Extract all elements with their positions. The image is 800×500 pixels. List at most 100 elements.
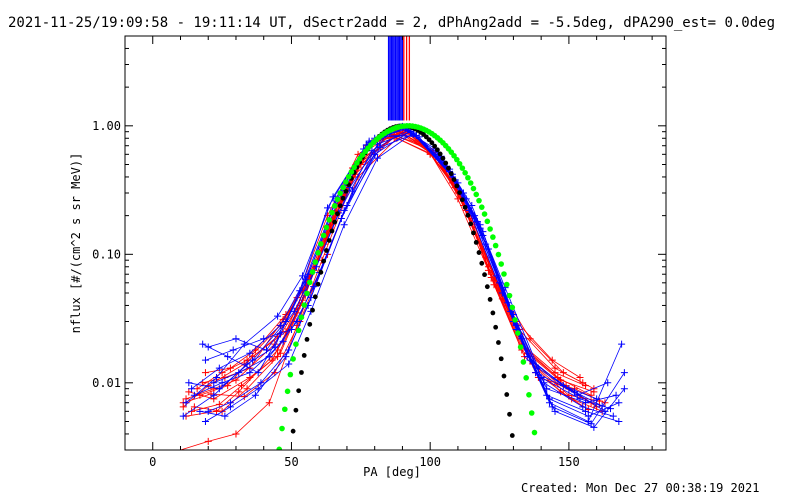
green-fit-point (298, 314, 305, 321)
blue-point (218, 379, 226, 387)
blue-point (612, 391, 620, 399)
x-tick-label: 50 (284, 455, 298, 469)
red-point (224, 382, 232, 390)
black-fit-point (501, 373, 507, 379)
blue-point (468, 201, 476, 209)
blue-point (579, 403, 587, 411)
red-series-line (180, 136, 586, 450)
black-fit-point (487, 297, 493, 302)
blue-point (293, 318, 301, 326)
green-fit-point (490, 234, 496, 240)
black-fit-point (312, 294, 318, 300)
blue-point (604, 379, 612, 387)
red-point (235, 388, 243, 396)
green-fit-point (517, 344, 524, 350)
blue-point (276, 321, 284, 329)
green-fit-point (459, 165, 466, 171)
blue-series-line (202, 125, 606, 412)
black-fit-point (335, 211, 340, 217)
black-fit-point (324, 248, 329, 253)
blue-point (196, 407, 204, 415)
red-point (548, 356, 556, 364)
blue-point (249, 356, 257, 364)
blue-point (373, 154, 381, 162)
black-fit-point (301, 353, 307, 358)
axis-layer: 0 50 100 150 0.01 0.10 1.00 (92, 35, 666, 469)
chart-title: 2021-11-25/19:09:58 - 19:11:14 UT, dSect… (8, 15, 775, 31)
blue-point (201, 356, 209, 364)
black-fit-point (496, 340, 501, 345)
green-fit-point (506, 292, 513, 299)
green-fit-point (509, 304, 516, 311)
blue-point (285, 360, 293, 368)
green-fit-point (503, 281, 510, 288)
black-fit-point (454, 183, 460, 189)
red-series-line (185, 134, 595, 417)
green-fit-point (337, 190, 344, 197)
black-fit-point (473, 240, 479, 245)
blue-point (213, 373, 221, 381)
blue-point (199, 340, 207, 348)
green-fit-point (495, 251, 502, 258)
blue-point (590, 423, 598, 431)
black-fit-point (509, 433, 515, 438)
green-fit-point (454, 156, 460, 163)
green-fit-point (470, 185, 477, 192)
black-fit-point (318, 269, 324, 275)
red-point (204, 382, 212, 390)
blue-point (257, 379, 265, 387)
black-fit-point (462, 204, 468, 210)
red-point (232, 430, 240, 438)
green-fit-point (351, 164, 357, 171)
black-fit-point (326, 238, 332, 243)
black-fit-point (429, 140, 435, 146)
red-series-line (185, 133, 581, 400)
black-fit-point (490, 310, 496, 316)
green-fit-point (276, 446, 283, 450)
blue-point (582, 399, 590, 407)
blue-series-line (213, 134, 625, 428)
blue-point (565, 385, 573, 393)
green-fit-point (473, 191, 480, 198)
plot-frame (124, 35, 667, 451)
blue-point (182, 399, 190, 407)
green-fit-point (306, 279, 313, 286)
green-fit-point (465, 174, 471, 181)
black-fit-point (437, 151, 443, 157)
black-fit-point (434, 147, 440, 153)
red-point (299, 296, 307, 304)
green-fit-point (312, 259, 319, 265)
green-fit-point (293, 341, 299, 348)
data-layer (176, 36, 628, 450)
black-fit-point (343, 188, 349, 194)
blue-point (210, 391, 218, 399)
blue-point (584, 412, 592, 420)
green-fit-point (456, 160, 463, 167)
x-tick-label: 150 (558, 455, 580, 469)
red-point (238, 382, 246, 390)
black-fit-point (446, 165, 451, 171)
black-fit-point (448, 171, 454, 177)
blue-point (262, 346, 270, 354)
black-fit-point (296, 388, 302, 394)
blue-point (290, 307, 298, 315)
black-fit-point (451, 177, 457, 183)
blue-point (609, 412, 617, 420)
green-fit-point (487, 226, 493, 232)
blue-point (254, 385, 262, 393)
blue-point (226, 403, 234, 411)
blue-series-line (208, 135, 625, 425)
black-fit-point (504, 392, 510, 397)
green-fit-point (334, 196, 341, 203)
blue-point (282, 318, 290, 326)
blue-point (201, 417, 209, 425)
green-fit-point (526, 392, 532, 398)
green-fit-point (329, 209, 335, 216)
green-fit-point (520, 359, 527, 365)
blue-point (229, 346, 237, 354)
blue-point (224, 353, 232, 361)
black-fit-point (498, 356, 504, 362)
green-fit-point (354, 160, 360, 166)
blue-point (340, 221, 348, 229)
